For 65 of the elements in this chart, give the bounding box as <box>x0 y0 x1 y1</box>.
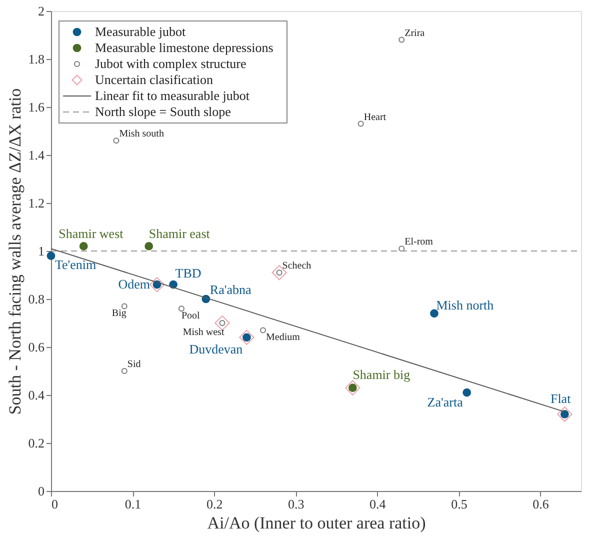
legend-label: Measurable limestone depressions <box>95 40 274 55</box>
data-label: Pool <box>181 310 200 322</box>
point <box>557 406 572 422</box>
y-tick-label: 1.2 <box>28 196 44 210</box>
point <box>345 380 360 396</box>
point <box>46 252 56 260</box>
y-tick-label: 1 <box>38 244 44 258</box>
x-tick-label: 0.3 <box>288 496 304 512</box>
x-tick-label: 0 <box>52 496 58 512</box>
point <box>113 138 120 144</box>
y-tick-label: 0.2 <box>28 436 44 450</box>
data-label: Te'enim <box>55 256 96 272</box>
data-label: Mish north <box>436 297 494 312</box>
data-label: Heart <box>364 112 386 123</box>
point <box>144 242 154 250</box>
y-tick-label: 1.6 <box>28 100 45 114</box>
x-tick-label: 0.1 <box>124 496 142 512</box>
point <box>149 277 165 292</box>
point <box>178 306 184 312</box>
y-tick-label: 1.4 <box>28 148 45 162</box>
point <box>358 120 364 127</box>
y-tick-label: 1.8 <box>28 52 44 66</box>
data-label: TBD <box>175 266 202 281</box>
point <box>462 388 472 397</box>
data-label: El-rom <box>404 236 434 248</box>
y-tick-label: 0.4 <box>28 388 45 402</box>
x-tick-label: 0.6 <box>532 496 550 512</box>
x-tick-label: 0.4 <box>370 496 386 512</box>
y-tick-label: 2 <box>38 4 44 18</box>
point <box>398 246 405 252</box>
legend-label: Measurable jubot <box>95 24 186 39</box>
point <box>121 303 128 310</box>
data-label: Schech <box>282 260 312 272</box>
data-label: Shamir east <box>148 226 210 242</box>
data-label: Duvdevan <box>189 341 244 356</box>
data-label: Ra'abna <box>210 282 252 297</box>
data-label: Mish west <box>182 327 224 338</box>
legend-label: North slope = South slope <box>95 104 232 119</box>
data-label: Zrira <box>404 28 426 39</box>
data-label: Za'arta <box>427 394 464 410</box>
x-tick-label: 0.5 <box>451 496 468 512</box>
legend-label: Linear fit to measurable jubot <box>95 88 250 103</box>
data-label: Flat <box>550 391 572 406</box>
point <box>239 330 254 345</box>
point <box>398 36 405 43</box>
data-label: Medium <box>266 332 300 344</box>
data-label: Big <box>112 308 126 320</box>
point <box>430 309 438 318</box>
point <box>260 327 266 334</box>
data-label: Odem <box>118 276 150 292</box>
legend-label: Uncertain clasification <box>95 72 214 87</box>
data-label: Sid <box>127 359 141 370</box>
point <box>79 242 88 250</box>
data-label: Shamir west <box>58 226 124 242</box>
data-label: Mish south <box>119 128 164 140</box>
data-label: Shamir big <box>352 366 411 382</box>
y-tick-label: 0.8 <box>28 292 44 306</box>
point <box>121 368 128 374</box>
point <box>214 315 230 331</box>
y-axis-title: South - North facing walls average ΔZ/ΔX ratio <box>5 88 24 415</box>
legend-label: Jubot with complex structure <box>95 56 247 71</box>
x-tick-label: 0.2 <box>206 496 223 512</box>
y-tick-label: 0.6 <box>28 340 45 354</box>
x-axis-title: Ai/Ao (Inner to outer area ratio) <box>207 514 426 532</box>
y-tick-label: 0 <box>38 484 44 498</box>
